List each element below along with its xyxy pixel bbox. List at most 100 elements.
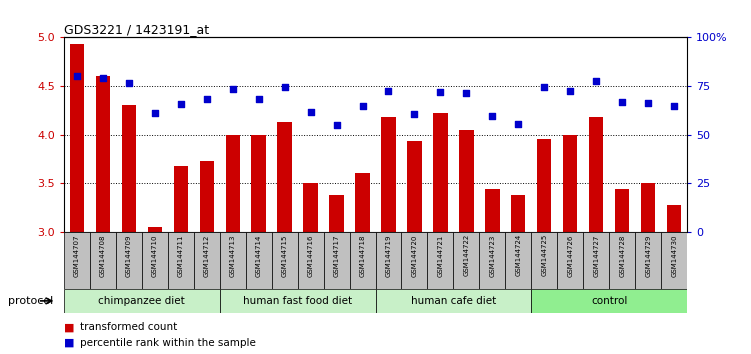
Bar (330, 195, 344, 232)
Text: human cafe diet: human cafe diet (411, 296, 496, 306)
Bar (609, 232, 635, 289)
Bar (485, 189, 499, 232)
Bar (376, 289, 532, 313)
Bar (349, 232, 376, 289)
Bar (173, 166, 188, 232)
Point (668, 103, 680, 109)
Text: protocol: protocol (8, 296, 53, 306)
Text: GSM144718: GSM144718 (360, 234, 366, 276)
Text: GSM144717: GSM144717 (333, 234, 339, 276)
Bar (407, 141, 421, 232)
Point (227, 86, 239, 92)
Text: GSM144726: GSM144726 (567, 234, 573, 276)
Point (330, 122, 342, 128)
Text: GSM144715: GSM144715 (282, 234, 288, 276)
Point (201, 97, 213, 102)
Point (460, 90, 472, 96)
Bar (532, 232, 557, 289)
Bar (641, 183, 656, 232)
Text: GSM144714: GSM144714 (255, 234, 261, 276)
Text: GSM144709: GSM144709 (125, 234, 131, 276)
Point (122, 80, 134, 86)
Point (512, 121, 524, 127)
Bar (376, 232, 402, 289)
Text: GSM144719: GSM144719 (385, 234, 391, 276)
Text: GSM144707: GSM144707 (74, 234, 80, 276)
Point (305, 109, 317, 115)
Text: GSM144730: GSM144730 (671, 234, 677, 276)
Bar (122, 105, 136, 232)
Bar (589, 117, 603, 232)
Bar (225, 135, 240, 232)
Bar (355, 173, 369, 232)
Bar (324, 232, 349, 289)
Bar (142, 232, 167, 289)
Text: control: control (591, 296, 627, 306)
Text: GSM144708: GSM144708 (100, 234, 106, 276)
Bar (557, 232, 584, 289)
Text: ■: ■ (64, 338, 74, 348)
Bar (95, 76, 110, 232)
Text: GSM144711: GSM144711 (178, 234, 184, 276)
Bar (90, 232, 116, 289)
Bar (615, 189, 629, 232)
Text: percentile rank within the sample: percentile rank within the sample (80, 338, 256, 348)
Text: human fast food diet: human fast food diet (243, 296, 352, 306)
Bar (220, 289, 376, 313)
Point (97, 75, 109, 81)
Point (357, 103, 369, 109)
Bar (382, 117, 396, 232)
Point (538, 84, 550, 90)
Point (487, 113, 499, 119)
Point (279, 84, 291, 90)
Bar (70, 44, 84, 232)
Text: GSM144723: GSM144723 (490, 234, 496, 276)
Text: GSM144727: GSM144727 (593, 234, 599, 276)
Bar (116, 232, 142, 289)
Point (617, 99, 629, 105)
Text: GSM144712: GSM144712 (204, 234, 210, 276)
Bar (194, 232, 220, 289)
Bar (563, 135, 578, 232)
Bar (64, 289, 220, 313)
Text: transformed count: transformed count (80, 322, 177, 332)
Bar (167, 232, 194, 289)
Bar (277, 122, 291, 232)
Point (71, 73, 83, 79)
Point (252, 96, 264, 101)
Point (149, 110, 161, 116)
Bar (584, 232, 609, 289)
Point (382, 88, 394, 93)
Bar (303, 183, 318, 232)
Bar (661, 232, 687, 289)
Text: GSM144729: GSM144729 (645, 234, 651, 276)
Text: GSM144724: GSM144724 (515, 234, 521, 276)
Bar (200, 161, 214, 232)
Bar (433, 113, 448, 232)
Text: chimpanzee diet: chimpanzee diet (98, 296, 185, 306)
Bar (460, 130, 474, 232)
Bar (402, 232, 427, 289)
Bar (667, 205, 681, 232)
Bar (505, 232, 532, 289)
Bar (272, 232, 297, 289)
Bar (220, 232, 246, 289)
Bar (297, 232, 324, 289)
Text: GSM144721: GSM144721 (437, 234, 443, 276)
Point (409, 111, 421, 117)
Bar (511, 195, 526, 232)
Bar (479, 232, 505, 289)
Point (642, 101, 654, 106)
Text: GSM144722: GSM144722 (463, 234, 469, 276)
Bar (64, 232, 90, 289)
Text: GSM144725: GSM144725 (541, 234, 547, 276)
Point (590, 78, 602, 84)
Bar (252, 135, 266, 232)
Point (434, 89, 446, 95)
Point (564, 88, 576, 93)
Text: GSM144710: GSM144710 (152, 234, 158, 276)
Bar (148, 227, 162, 232)
Bar (635, 232, 661, 289)
Text: GSM144728: GSM144728 (620, 234, 626, 276)
Bar (454, 232, 479, 289)
